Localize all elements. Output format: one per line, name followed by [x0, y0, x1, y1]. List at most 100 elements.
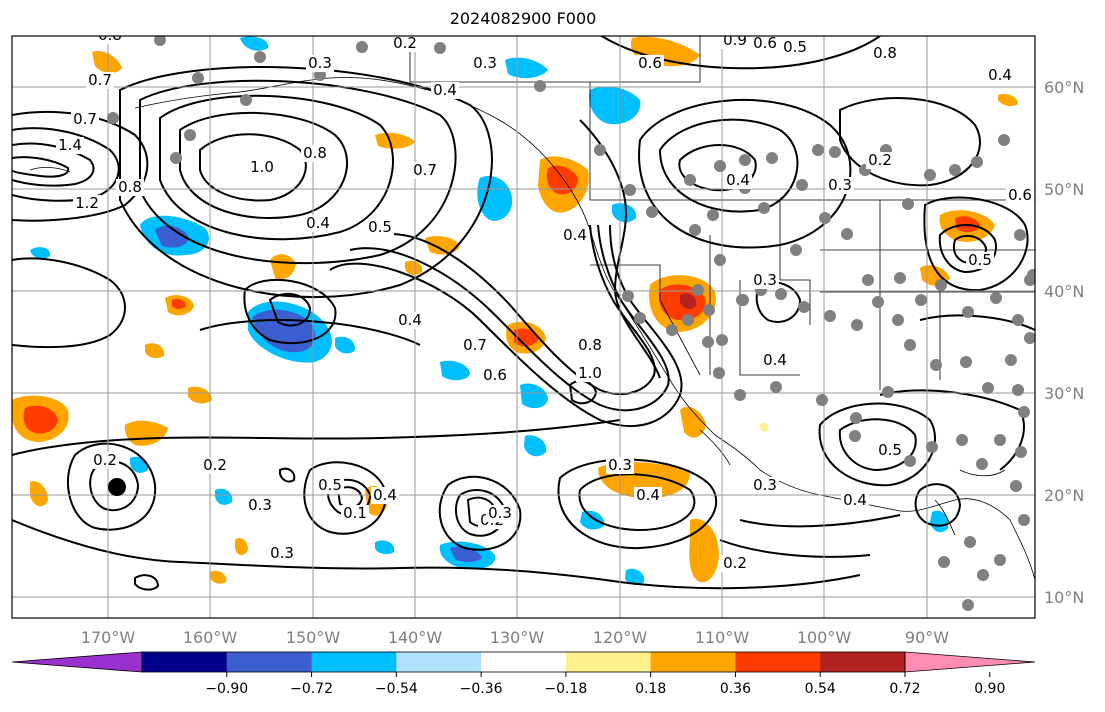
- lon-tick-label: 160°W: [183, 628, 238, 647]
- contour-label: 0.6: [483, 366, 507, 384]
- contour-label-bg: [396, 312, 424, 329]
- contour-label-bg: [411, 162, 439, 179]
- contour-label-bg: [201, 457, 229, 474]
- lat-tick-label: 60°N: [1044, 78, 1084, 97]
- contour-label: 0.9: [723, 31, 747, 49]
- contour-label-bg: [1006, 187, 1034, 204]
- lat-tick-label: 40°N: [1044, 282, 1084, 301]
- station-marker: [798, 301, 810, 313]
- station-marker: [192, 72, 204, 84]
- contour-label-bg: [301, 145, 329, 162]
- contour-label-bg: [751, 477, 779, 494]
- contour-label-bg: [721, 555, 749, 572]
- contour-label: 0.7: [88, 71, 112, 89]
- station-marker: [962, 306, 974, 318]
- contour-label-bg: [871, 45, 899, 62]
- colorbar-tick-label: 0.18: [635, 681, 666, 697]
- contour-label-bg: [986, 67, 1014, 84]
- station-marker: [790, 244, 802, 256]
- contour-label-bg: [471, 55, 499, 72]
- contour-label: 0.2: [868, 151, 892, 169]
- contour-label-bg: [751, 36, 779, 52]
- station-marker: [646, 206, 658, 218]
- contour-label-bg: [391, 36, 419, 52]
- colorbar-extend-low: [11, 651, 143, 673]
- station-marker: [904, 455, 916, 467]
- station-marker: [692, 284, 704, 296]
- contour-label: 0.3: [248, 496, 272, 514]
- station-marker: [994, 554, 1006, 566]
- contour-label-bg: [304, 215, 332, 232]
- station-marker: [850, 412, 862, 424]
- colorbar-tick-label: 0.36: [720, 681, 751, 697]
- contour-label-bg: [341, 505, 369, 522]
- station-marker: [872, 296, 884, 308]
- contour-label: 0.2: [393, 34, 417, 52]
- station-marker: [154, 36, 166, 46]
- station-marker: [915, 294, 927, 306]
- station-marker: [990, 292, 1002, 304]
- contour-label: 0.4: [563, 226, 587, 244]
- contour-label: 0.7: [73, 110, 97, 128]
- station-marker: [1018, 406, 1030, 418]
- station-marker: [935, 279, 947, 291]
- contour-label: 0.8: [118, 178, 142, 196]
- station-marker: [849, 430, 861, 442]
- contour-label: 0.4: [433, 81, 457, 99]
- contour-label-bg: [248, 159, 276, 176]
- contour-label-bg: [576, 337, 604, 354]
- contour-label: 0.6: [1008, 186, 1032, 204]
- contour-label-bg: [636, 55, 664, 72]
- contour-label-bg: [751, 272, 779, 289]
- colorbar-segment: [396, 652, 482, 672]
- contour-label: 0.8: [303, 144, 327, 162]
- lon-tick-label: 110°W: [695, 628, 750, 647]
- contour-label-bg: [56, 137, 84, 154]
- contour-label-bg: [86, 72, 114, 89]
- lat-tick-label: 50°N: [1044, 180, 1084, 199]
- lon-tick-label: 140°W: [388, 628, 443, 647]
- contour-label-bg: [486, 505, 514, 522]
- map-frame: [11, 35, 1036, 619]
- contour-labels: 0.80.70.60.20.30.40.9 0.6 0.5 0.80.40.71.41…: [56, 26, 1034, 572]
- contour-label: 0.5: [318, 476, 342, 494]
- colorbar-tick-label: 0.54: [805, 681, 836, 697]
- contour-label: 0.8: [98, 26, 122, 44]
- contour-label-bg: [366, 219, 394, 236]
- colorbar-tick-label: −0.90: [205, 681, 248, 697]
- station-marker: [841, 228, 853, 240]
- contour-label: 0.3: [473, 54, 497, 72]
- contour-label: 0.7: [413, 161, 437, 179]
- station-marker: [707, 209, 719, 221]
- station-marker: [994, 434, 1006, 446]
- colorbar-tick-label: −0.36: [460, 681, 503, 697]
- contour-label: 0.1: [343, 504, 367, 522]
- contour-label-bg: [966, 252, 994, 269]
- station-marker: [1010, 480, 1022, 492]
- contour-label: 0.5: [878, 441, 902, 459]
- contour-label: 0.4: [636, 486, 660, 504]
- contour-label-bg: [461, 337, 489, 354]
- lon-tick-label: 90°W: [905, 628, 949, 647]
- contour-label: 0.8: [578, 336, 602, 354]
- station-marker: [1014, 229, 1026, 241]
- colorbar-tick-label: −0.18: [544, 681, 587, 697]
- colorbar-segment: [311, 652, 397, 672]
- colorbar-tick-label: 0.90: [974, 681, 1005, 697]
- station-marker: [1024, 332, 1035, 344]
- contour-label-bg: [91, 452, 119, 469]
- contour-label-bg: [268, 545, 296, 562]
- station-marker: [775, 288, 787, 300]
- contour-label-bg: [561, 227, 589, 244]
- contour-label: 0.4: [398, 311, 422, 329]
- station-marker: [1005, 354, 1017, 366]
- station-marker: [716, 334, 728, 346]
- contour-label-bg: [781, 39, 809, 56]
- contour-label: 0.6: [638, 54, 662, 72]
- contour-label: 0.4: [763, 351, 787, 369]
- station-marker: [689, 224, 701, 236]
- station-marker: [1012, 314, 1024, 326]
- station-marker: [938, 556, 950, 568]
- station-marker: [1027, 269, 1035, 281]
